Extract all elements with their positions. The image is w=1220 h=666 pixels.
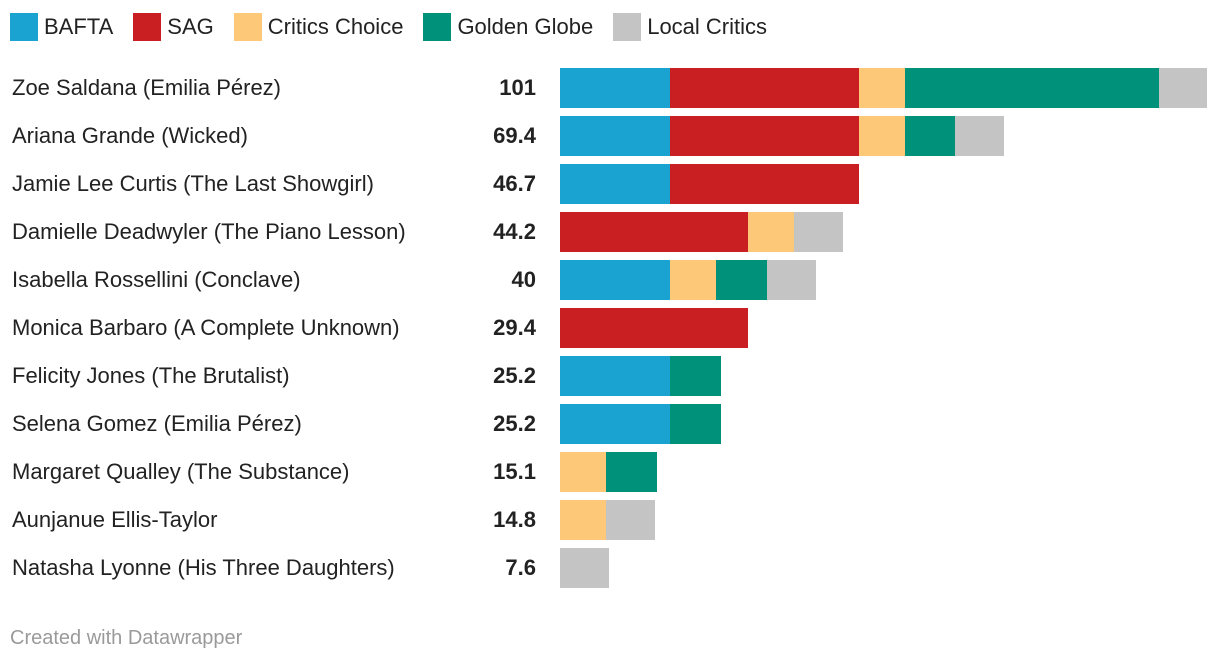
total-value-label: 40 [511,267,536,292]
legend-item-bafta: BAFTA [10,13,113,41]
category-label: Ariana Grande (Wicked) [12,123,248,148]
bar-segment-sag [560,308,748,348]
total-value-label: 69.4 [493,123,536,148]
bar-segment-bafta [560,116,670,156]
total-value-label: 101 [499,75,536,100]
category-label: Selena Gomez (Emilia Pérez) [12,411,302,436]
bar-segment-golden-globe [606,452,657,492]
stacked-bar [560,356,1210,396]
total-value-label: 46.7 [493,171,536,196]
bar-segment-golden-globe [670,356,721,396]
bar-row: Margaret Qualley (The Substance) 15.1 [0,448,1220,496]
bar-segment-bafta [560,164,670,204]
category-label: Zoe Saldana (Emilia Pérez) [12,75,282,100]
bar-segment-critics-choice [560,452,606,492]
bar-rows: Zoe Saldana (Emilia Pérez) 101 Ariana Gran… [0,64,1220,592]
stacked-bar [560,548,1210,588]
bar-row: Aunjanue Ellis-Taylor 14.8 [0,496,1220,544]
total-value-label: 44.2 [493,219,536,244]
category-label: Jamie Lee Curtis (The Last Showgirl) [12,171,374,196]
legend-item-sag: SAG [133,13,214,41]
bar-row: Jamie Lee Curtis (The Last Showgirl) 46.7 [0,160,1220,208]
stacked-bar [560,452,1210,492]
bar-row: Monica Barbaro (A Complete Unknown) 29.4 [0,304,1220,352]
bar-segment-critics-choice [859,116,905,156]
bar-row: Damielle Deadwyler (The Piano Lesson) 44.… [0,208,1220,256]
legend: BAFTA SAG Critics Choice Golden Globe Local … [10,12,787,42]
bar-row: Ariana Grande (Wicked) 69.4 [0,112,1220,160]
bar-segment-critics-choice [859,68,905,108]
stacked-bar [560,404,1210,444]
bar-segment-critics-choice [670,260,716,300]
bar-segment-bafta [560,68,670,108]
category-label: Felicity Jones (The Brutalist) [12,363,290,388]
bar-segment-golden-globe [716,260,767,300]
legend-label: Golden Globe [457,14,594,39]
bar-segment-bafta [560,260,670,300]
category-label: Aunjanue Ellis-Taylor [12,507,218,532]
legend-item-local-critics: Local Critics [613,13,767,41]
bar-row: Felicity Jones (The Brutalist) 25.2 [0,352,1220,400]
stacked-bar [560,212,1210,252]
bar-segment-local-critics [606,500,655,540]
bar-segment-golden-globe [670,404,721,444]
bar-segment-golden-globe [905,68,1159,108]
category-label: Damielle Deadwyler (The Piano Lesson) [12,219,406,244]
legend-swatch [423,13,452,41]
bar-segment-local-critics [794,212,843,252]
bar-segment-sag [670,68,859,108]
legend-item-critics-choice: Critics Choice [233,13,404,41]
stacked-bar [560,116,1210,156]
category-label: Natasha Lyonne (His Three Daughters) [12,555,395,580]
total-value-label: 14.8 [493,507,536,532]
bar-segment-golden-globe [905,116,955,156]
bar-row: Natasha Lyonne (His Three Daughters) 7.6 [0,544,1220,592]
legend-swatch [613,13,642,41]
legend-label: Critics Choice [267,14,404,39]
total-value-label: 25.2 [493,363,536,388]
total-value-label: 7.6 [505,555,536,580]
legend-swatch [233,13,262,41]
legend-swatch [10,13,38,41]
bar-segment-sag [670,116,859,156]
legend-item-golden-globe: Golden Globe [423,13,593,41]
legend-label: SAG [167,14,214,39]
bar-segment-critics-choice [560,500,606,540]
category-label: Monica Barbaro (A Complete Unknown) [12,315,400,340]
bar-row: Isabella Rossellini (Conclave) 40 [0,256,1220,304]
bar-row: Zoe Saldana (Emilia Pérez) 101 [0,64,1220,112]
bar-segment-local-critics [560,548,609,588]
legend-label: Local Critics [647,14,768,39]
bar-row: Selena Gomez (Emilia Pérez) 25.2 [0,400,1220,448]
total-value-label: 29.4 [493,315,536,340]
datawrapper-credit: Created with Datawrapper [10,627,243,649]
stacked-bar [560,68,1210,108]
legend-label: BAFTA [44,14,114,39]
bar-segment-sag [670,164,859,204]
bar-segment-local-critics [955,116,1004,156]
stacked-bar [560,164,1210,204]
legend-swatch [133,13,162,41]
bar-segment-bafta [560,356,670,396]
total-value-label: 15.1 [493,459,536,484]
bar-segment-local-critics [1159,68,1207,108]
bar-segment-bafta [560,404,670,444]
bar-segment-local-critics [767,260,816,300]
category-label: Margaret Qualley (The Substance) [12,459,350,484]
bar-segment-critics-choice [748,212,794,252]
total-value-label: 25.2 [493,411,536,436]
category-label: Isabella Rossellini (Conclave) [12,267,301,292]
stacked-bar [560,260,1210,300]
stacked-bar [560,500,1210,540]
bar-segment-sag [560,212,748,252]
stacked-bar [560,308,1210,348]
